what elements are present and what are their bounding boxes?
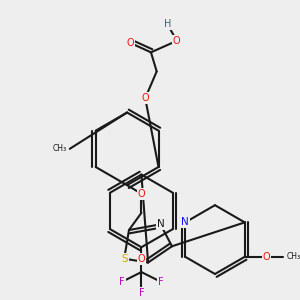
Text: O: O	[263, 252, 270, 262]
Text: O: O	[138, 189, 145, 199]
Text: N: N	[181, 218, 189, 227]
Text: S: S	[121, 254, 128, 264]
Text: O: O	[141, 93, 149, 103]
Text: O: O	[173, 36, 181, 46]
Text: H: H	[164, 19, 171, 29]
Text: O: O	[138, 254, 145, 264]
Text: CH₃: CH₃	[286, 252, 300, 261]
Text: N: N	[157, 219, 164, 229]
Text: F: F	[139, 288, 144, 298]
Text: CH₃: CH₃	[53, 144, 67, 153]
Text: F: F	[119, 277, 125, 286]
Text: O: O	[126, 38, 134, 48]
Text: F: F	[158, 277, 163, 286]
